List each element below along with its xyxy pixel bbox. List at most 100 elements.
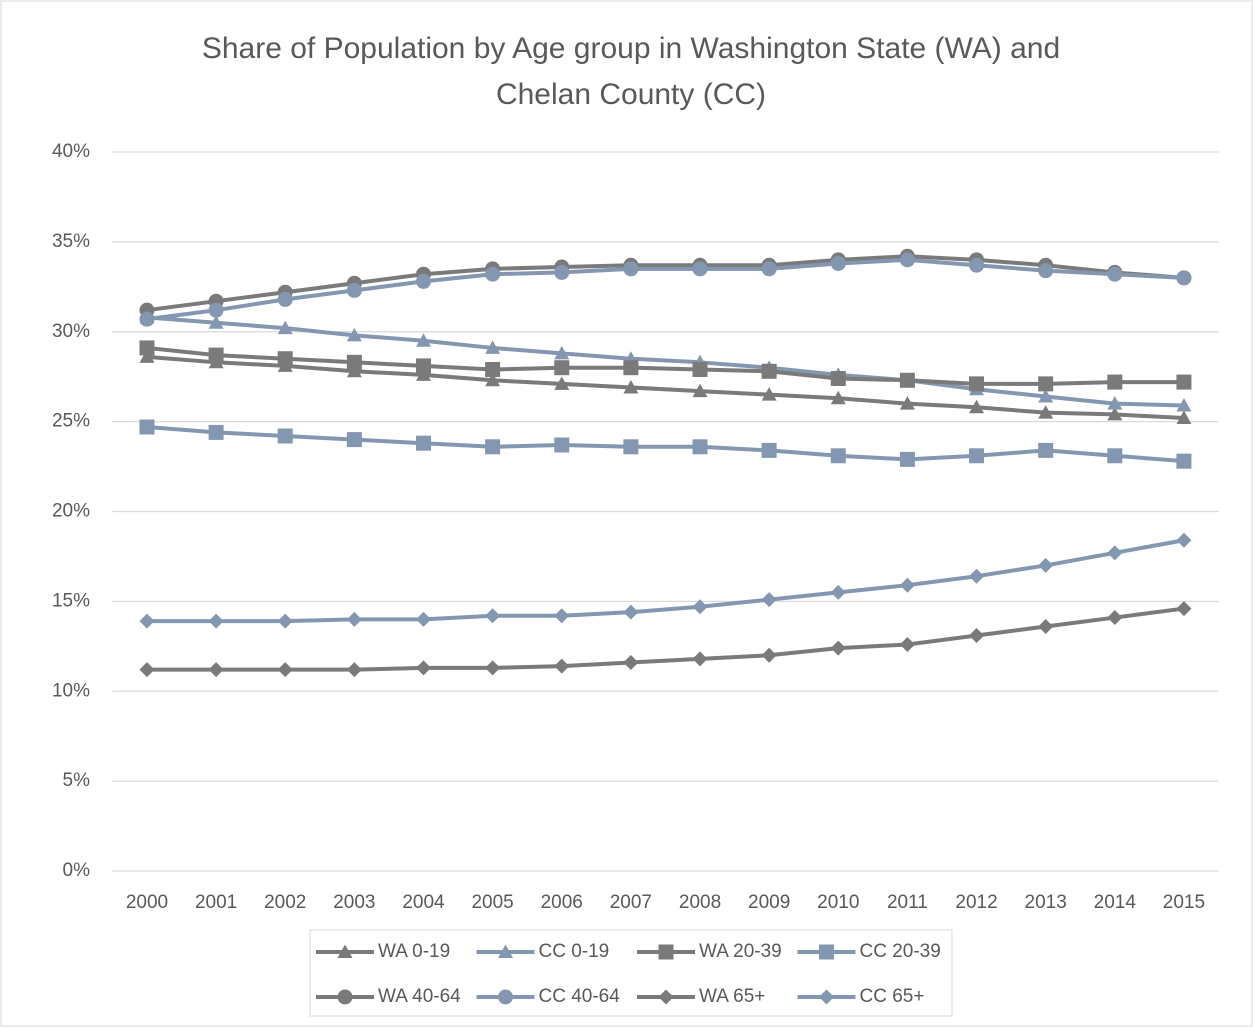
point: [415, 660, 431, 676]
point: [208, 424, 224, 440]
point: [415, 333, 431, 347]
point: [761, 592, 777, 608]
point: [139, 419, 155, 435]
point: [277, 613, 293, 629]
point: [899, 451, 915, 467]
point: [415, 358, 431, 374]
series-line: [146, 315, 1184, 408]
y-tick-label: 35%: [52, 231, 90, 252]
point: [139, 662, 155, 678]
point: [208, 613, 224, 629]
point: [623, 379, 639, 394]
point: [1107, 406, 1123, 421]
x-tick-label: 2003: [333, 892, 375, 913]
point: [485, 361, 501, 377]
legend-marker: [498, 989, 513, 1005]
point: [692, 261, 708, 277]
point: [208, 302, 224, 318]
point: [1176, 410, 1192, 425]
legend-label: WA 20-39: [699, 941, 782, 962]
point: [346, 327, 362, 342]
legend-marker: [819, 989, 834, 1005]
point: [830, 255, 846, 271]
point: [277, 428, 293, 444]
point: [830, 640, 846, 656]
point: [1038, 376, 1054, 392]
point: [969, 399, 985, 414]
point: [969, 448, 985, 464]
point: [139, 613, 155, 629]
legend-label: CC 40-64: [539, 986, 621, 1007]
point: [415, 611, 431, 627]
y-tick-label: 10%: [52, 680, 90, 701]
point: [899, 252, 915, 268]
point: [485, 660, 501, 676]
point: [277, 291, 293, 307]
legend-box: [309, 929, 953, 1017]
point: [899, 372, 915, 388]
legend-marker: [819, 944, 834, 960]
point: [1107, 610, 1123, 626]
series-line: [146, 606, 1185, 672]
point: [1107, 448, 1123, 464]
point: [761, 647, 777, 663]
legend-label: CC 65+: [860, 986, 925, 1007]
point: [554, 360, 570, 376]
y-tick-label: 15%: [52, 590, 90, 611]
point: [692, 361, 708, 377]
point: [899, 396, 915, 410]
legend-marker: [658, 989, 674, 1005]
point: [346, 282, 362, 298]
series-line: [146, 538, 1185, 624]
x-tick-label: 2005: [471, 892, 513, 913]
x-tick-label: 2002: [264, 892, 306, 913]
y-tick-label: 30%: [52, 321, 90, 342]
point: [761, 442, 777, 458]
point: [1038, 619, 1054, 635]
legend-label: CC 20-39: [860, 941, 941, 962]
point: [830, 584, 846, 600]
point: [1107, 266, 1123, 282]
point: [346, 662, 362, 678]
point: [899, 577, 915, 593]
point: [1107, 545, 1123, 561]
point: [139, 340, 155, 356]
x-tick-label: 2004: [402, 892, 445, 913]
point: [969, 628, 985, 644]
x-tick-label: 2000: [126, 892, 168, 913]
y-tick-label: 25%: [52, 411, 90, 432]
x-tick-label: 2011: [887, 892, 928, 913]
point: [692, 651, 708, 667]
x-tick-label: 2010: [817, 892, 859, 913]
point: [623, 261, 639, 277]
point: [346, 432, 362, 448]
point: [415, 435, 431, 451]
series-line: [146, 425, 1185, 464]
point: [969, 568, 985, 584]
point: [1176, 270, 1192, 286]
point: [554, 608, 570, 624]
point: [1038, 557, 1054, 573]
point: [277, 320, 293, 335]
point: [1176, 374, 1192, 390]
point: [969, 257, 985, 273]
legend-label: CC 0-19: [539, 941, 610, 962]
x-tick-label: 2008: [679, 892, 721, 913]
point: [554, 376, 570, 390]
point: [830, 448, 846, 464]
point: [1038, 388, 1054, 403]
x-tick-label: 2012: [955, 892, 997, 913]
x-tick-label: 2013: [1025, 892, 1067, 913]
legend-label: WA 0-19: [378, 941, 450, 962]
point: [554, 437, 570, 453]
point: [899, 637, 915, 653]
point: [1107, 396, 1123, 410]
point: [623, 654, 639, 670]
y-tick-label: 40%: [52, 141, 90, 162]
point: [1176, 453, 1192, 469]
point: [208, 347, 224, 363]
point: [485, 608, 501, 624]
series-line: [146, 254, 1185, 313]
point: [692, 599, 708, 615]
